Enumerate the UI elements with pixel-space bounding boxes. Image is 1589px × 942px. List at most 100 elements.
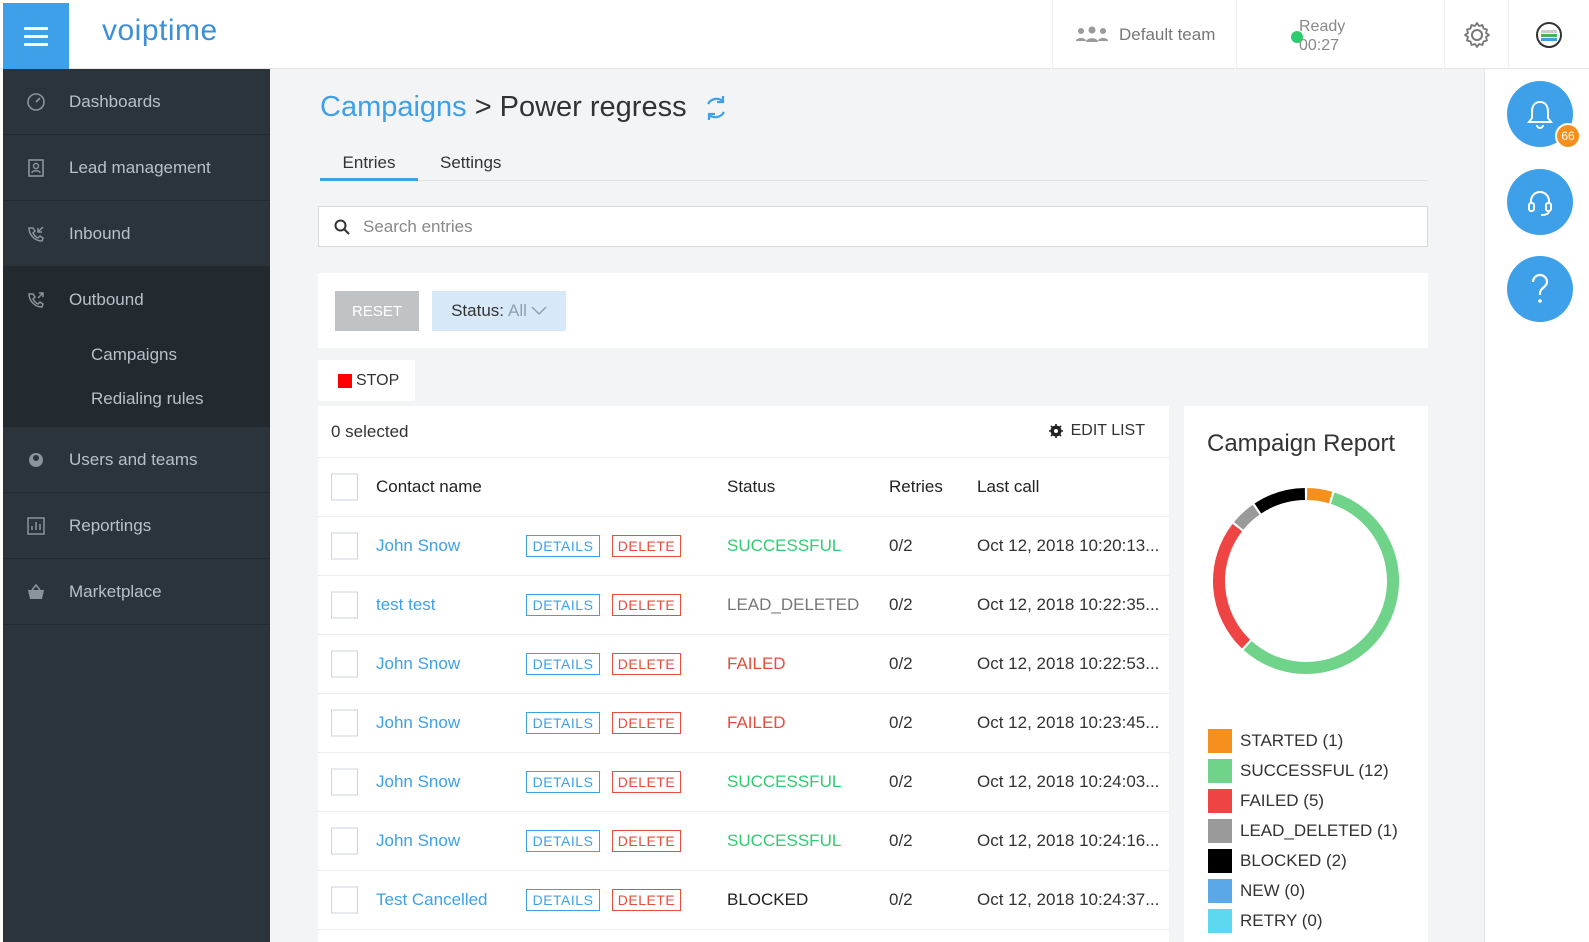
table-row: John Snow DETAILS DELETE SUCCESSFUL 0/2 … (318, 517, 1169, 576)
edit-list-button[interactable]: EDIT LIST (1048, 422, 1145, 440)
chart-legend: STARTED (1) SUCCESSFUL (12) FAILED (5) L… (1208, 726, 1398, 936)
sidebar-item-reportings[interactable]: Reportings (3, 493, 270, 559)
team-selector[interactable]: Default team (1052, 0, 1236, 69)
contact-name-link[interactable]: Test Cancelled (376, 890, 488, 909)
bell-icon (1527, 100, 1553, 129)
tab-entries[interactable]: Entries (320, 153, 418, 181)
contact-name-link[interactable]: John Snow (376, 713, 461, 732)
column-header-last-call[interactable]: Last call (977, 477, 1040, 496)
headset-icon (1528, 191, 1552, 216)
search-icon (334, 219, 350, 235)
dashboard-icon (25, 91, 47, 113)
details-button[interactable]: DETAILS (526, 653, 600, 675)
contact-name-link[interactable]: John Snow (376, 772, 461, 791)
delete-button[interactable]: DELETE (612, 830, 681, 852)
donut-slice-failed (1213, 523, 1251, 649)
contact-name-link[interactable]: John Snow (376, 831, 461, 850)
retries-value: 0/2 (889, 595, 913, 614)
sidebar-item-dashboards[interactable]: Dashboards (3, 69, 270, 135)
delete-button[interactable]: DELETE (612, 889, 681, 911)
details-button[interactable]: DETAILS (526, 594, 600, 616)
sidebar-item-marketplace[interactable]: Marketplace (3, 559, 270, 625)
user-avatar-button[interactable] (1508, 0, 1589, 69)
help-button[interactable] (1507, 256, 1573, 322)
stop-button[interactable]: STOP (318, 360, 415, 401)
sidebar-item-label: Dashboards (69, 91, 161, 111)
filter-bar: RESET Status: All (318, 273, 1428, 348)
outbound-call-icon (25, 289, 47, 311)
row-checkbox[interactable] (331, 591, 358, 619)
details-button[interactable]: DETAILS (526, 830, 600, 852)
legend-swatch (1208, 909, 1232, 933)
search-bar (318, 206, 1428, 247)
sidebar-item-outbound[interactable]: Outbound (3, 267, 270, 333)
report-icon (25, 515, 47, 537)
delete-button[interactable]: DELETE (612, 653, 681, 675)
breadcrumb: Campaigns > Power regress (320, 91, 731, 124)
sidebar-subitem-campaigns[interactable]: Campaigns (91, 345, 177, 364)
retries-value: 0/2 (889, 536, 913, 555)
details-button[interactable]: DETAILS (526, 889, 600, 911)
last-call-value: Oct 12, 2018 10:22:35... (977, 595, 1160, 614)
status-value: SUCCESSFUL (727, 831, 842, 850)
row-checkbox[interactable] (331, 886, 358, 914)
row-checkbox[interactable] (331, 532, 358, 560)
contact-name-link[interactable]: test test (376, 595, 436, 614)
column-header-status[interactable]: Status (727, 477, 776, 496)
column-header-contact-name[interactable]: Contact name (376, 477, 482, 496)
delete-button[interactable]: DELETE (612, 712, 681, 734)
last-call-value: Oct 12, 2018 10:24:37... (977, 890, 1160, 909)
donut-slice-successful (1243, 492, 1399, 674)
table-header: Contact name Status Retries Last call (318, 458, 1169, 517)
legend-item-successful: SUCCESSFUL (12) (1208, 756, 1398, 786)
delete-button[interactable]: DELETE (612, 594, 681, 616)
column-header-retries[interactable]: Retries (889, 477, 943, 496)
stop-icon (338, 373, 352, 388)
basket-icon (25, 581, 47, 603)
chevron-down-icon (531, 306, 547, 316)
settings-button[interactable] (1444, 0, 1508, 69)
selected-count: 0 selected (331, 421, 409, 441)
status-filter-dropdown[interactable]: Status: All (432, 291, 566, 331)
sidebar-item-label: Lead management (69, 157, 211, 177)
status-value: SUCCESSFUL (727, 772, 842, 791)
delete-button[interactable]: DELETE (612, 535, 681, 557)
sidebar: Dashboards Lead management Inbound Outbo… (3, 69, 270, 942)
sidebar-item-users-and-teams[interactable]: Users and teams (3, 427, 270, 493)
details-button[interactable]: DETAILS (526, 712, 600, 734)
sidebar-item-lead-management[interactable]: Lead management (3, 135, 270, 201)
last-call-value: Oct 12, 2018 10:24:16... (977, 831, 1160, 850)
reset-button[interactable]: RESET (335, 291, 419, 331)
support-button[interactable] (1507, 169, 1573, 235)
refresh-icon[interactable] (701, 93, 731, 123)
contact-name-link[interactable]: John Snow (376, 536, 461, 555)
contact-name-link[interactable]: John Snow (376, 654, 461, 673)
row-checkbox[interactable] (331, 768, 358, 796)
select-all-checkbox[interactable] (331, 473, 358, 501)
notifications-button[interactable]: 66 (1507, 81, 1581, 149)
status-text: Ready (1299, 18, 1346, 35)
retries-value: 0/2 (889, 772, 913, 791)
campaign-report: Campaign Report STARTED (1) SUCCESSFUL (… (1184, 406, 1428, 942)
selection-bar: 0 selected EDIT LIST (318, 406, 1169, 458)
search-input[interactable] (363, 216, 1363, 237)
row-checkbox[interactable] (331, 650, 358, 678)
details-button[interactable]: DETAILS (526, 771, 600, 793)
donut-slice-started (1306, 488, 1333, 504)
sidebar-item-label: Outbound (69, 290, 144, 309)
menu-toggle-button[interactable] (3, 3, 69, 69)
table-row: John Snow DETAILS DELETE FAILED 0/2 Oct … (318, 635, 1169, 694)
delete-button[interactable]: DELETE (612, 771, 681, 793)
status-filter-label: Status: (451, 301, 504, 320)
row-checkbox[interactable] (331, 709, 358, 737)
row-checkbox[interactable] (331, 827, 358, 855)
users-icon (25, 449, 47, 471)
sidebar-subitem-redialing-rules[interactable]: Redialing rules (91, 389, 204, 408)
breadcrumb-campaigns-link[interactable]: Campaigns (320, 91, 467, 123)
details-button[interactable]: DETAILS (526, 535, 600, 557)
outbound-section: Outbound Campaigns Redialing rules (3, 267, 270, 427)
tab-settings[interactable]: Settings (440, 153, 502, 172)
sidebar-item-inbound[interactable]: Inbound (3, 201, 270, 267)
agent-status[interactable]: Ready 00:27 (1236, 0, 1444, 69)
donut-slice-blocked (1254, 488, 1306, 514)
